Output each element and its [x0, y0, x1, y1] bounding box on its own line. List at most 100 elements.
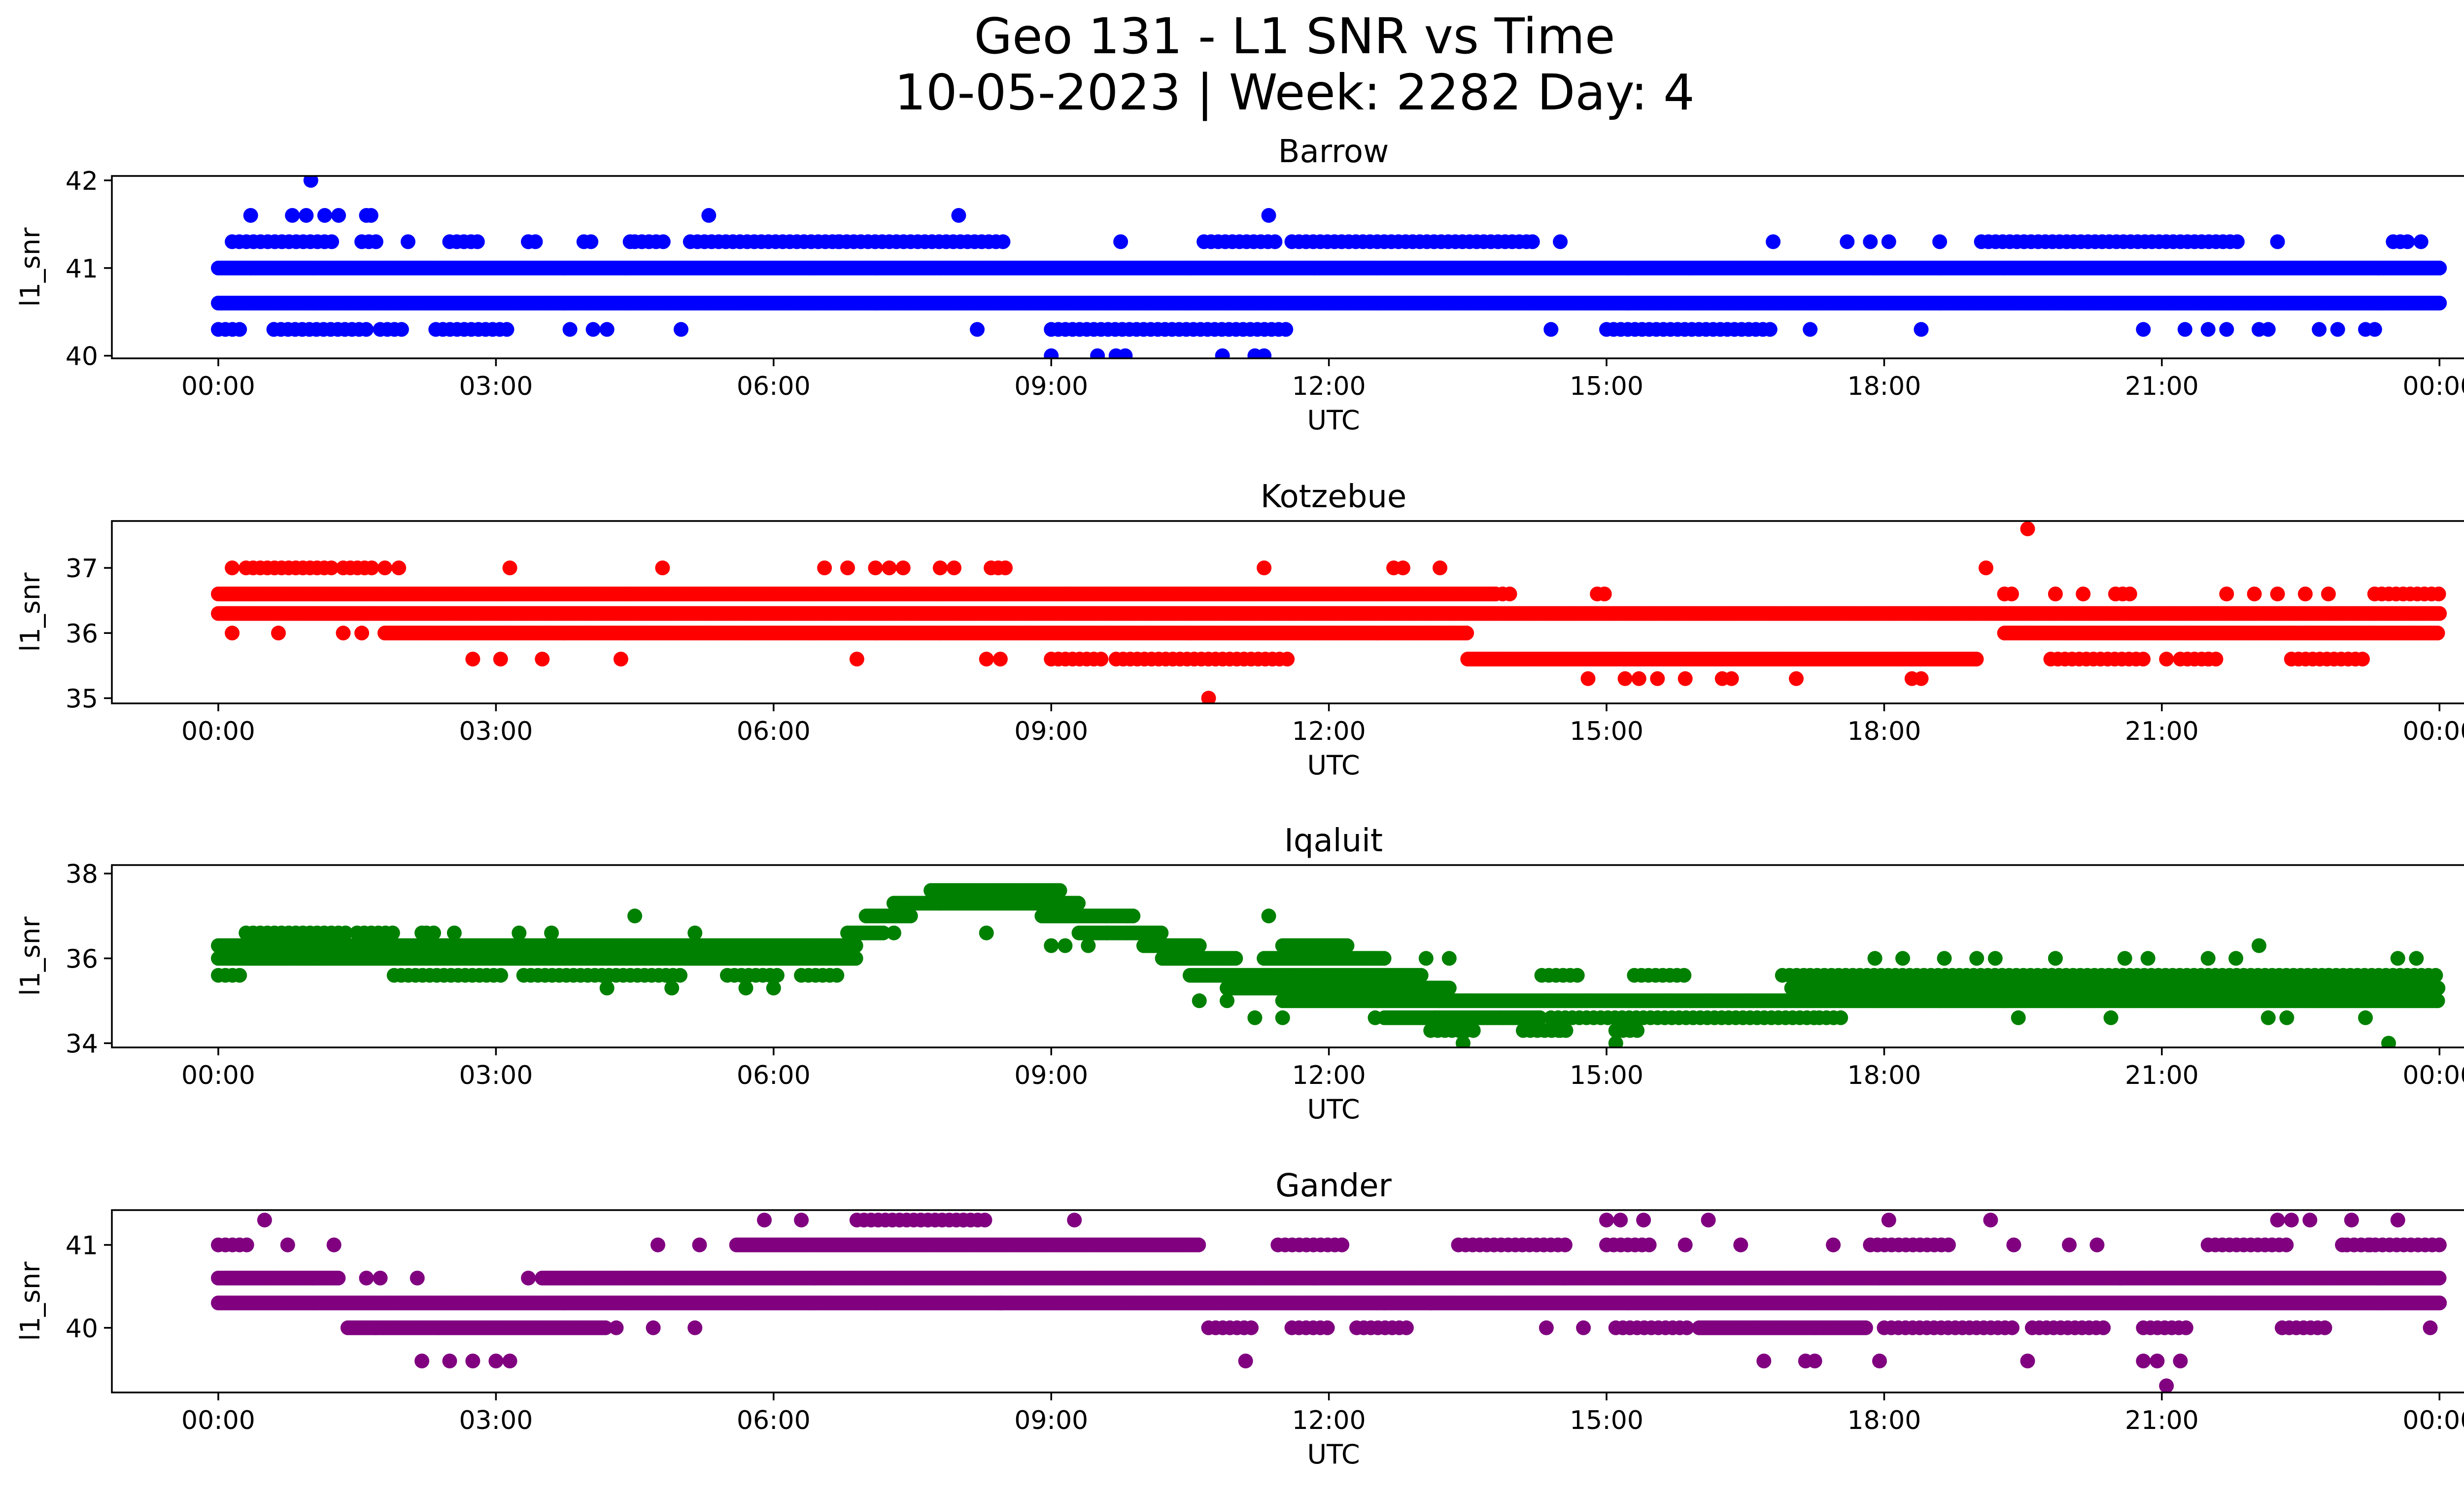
data-point [1113, 234, 1129, 249]
data-point [1261, 208, 1276, 223]
data-point [2432, 295, 2447, 311]
data-point [2270, 234, 2285, 249]
data-point [701, 208, 717, 223]
x-tick-label: 00:00 [181, 717, 255, 746]
data-point [232, 322, 247, 337]
axes-frame [111, 175, 2464, 359]
data-point [970, 322, 985, 337]
data-point [1789, 671, 1804, 686]
data-point [336, 626, 351, 641]
data-point [2330, 322, 2345, 337]
data-point [1280, 652, 1295, 667]
data-point [394, 322, 409, 337]
data-point [2200, 322, 2216, 337]
data-point [2136, 322, 2151, 337]
data-point [868, 560, 883, 576]
subplot-title: Kotzebue [1261, 479, 1407, 515]
data-point [882, 560, 897, 576]
data-point [1094, 652, 1109, 667]
y-tick-label: 41 [66, 254, 98, 284]
data-point [535, 652, 550, 667]
data-point [2270, 587, 2285, 601]
data-point [1395, 560, 1410, 576]
data-point [2020, 521, 2035, 536]
data-point [493, 652, 508, 667]
data-point [1118, 348, 1133, 358]
data-point [2321, 587, 2336, 601]
data-point [1553, 234, 1568, 249]
data-point [470, 234, 485, 249]
data-point [2355, 652, 2370, 667]
data-point [2312, 322, 2327, 337]
data-point [2177, 322, 2192, 337]
data-point [995, 234, 1011, 249]
data-point [1044, 348, 1059, 358]
x-tick-label: 00:00 [2402, 372, 2464, 401]
subplot-title: Barrow [1278, 134, 1389, 170]
data-point [932, 560, 948, 576]
data-point [840, 560, 855, 576]
data-point [2432, 260, 2447, 276]
data-point [655, 560, 670, 576]
data-point [363, 208, 378, 223]
data-point [2260, 322, 2276, 337]
data-point [465, 652, 480, 667]
data-point [2048, 587, 2063, 601]
x-tick-label: 12:00 [1292, 372, 1366, 401]
data-point [2200, 652, 2216, 667]
data-point [2219, 587, 2234, 601]
data-point [2297, 587, 2313, 601]
data-point [1650, 671, 1665, 686]
data-point [1267, 234, 1283, 249]
data-point [599, 322, 615, 337]
x-tick-label: 09:00 [1014, 372, 1088, 401]
data-point [895, 560, 911, 576]
data-point [1433, 560, 1447, 576]
data-point [1459, 626, 1474, 641]
data-point [2400, 234, 2415, 249]
data-point [271, 626, 286, 641]
data-point [655, 234, 671, 249]
data-point [1278, 322, 1294, 337]
data-point [359, 322, 374, 337]
data-point [583, 234, 599, 249]
data-point [1257, 560, 1272, 576]
data-point [1677, 671, 1693, 686]
data-point [266, 322, 281, 337]
data-point [2122, 587, 2137, 601]
data-point [401, 234, 415, 249]
data-point [2136, 652, 2151, 667]
data-point [992, 652, 1008, 667]
data-point [1617, 671, 1633, 686]
data-point [317, 208, 332, 223]
data-point [1969, 652, 1984, 667]
data-point [225, 626, 240, 641]
x-axis-label: UTC [1307, 405, 1360, 436]
y-tick-label: 40 [66, 342, 98, 372]
y-tick-label: 42 [66, 167, 98, 196]
data-point [391, 560, 407, 576]
data-point [1724, 671, 1739, 686]
data-point [1257, 348, 1272, 358]
data-point [1863, 234, 1878, 249]
x-tick-label: 00:00 [181, 372, 255, 401]
data-point [1631, 671, 1646, 686]
data-point [585, 322, 601, 337]
data-point [364, 560, 379, 576]
data-point [1215, 348, 1230, 358]
data-point [1914, 671, 1929, 686]
data-point [2430, 626, 2445, 641]
data-point [502, 560, 517, 576]
data-point [1580, 671, 1596, 686]
data-point [951, 208, 966, 223]
x-tick-label: 06:00 [737, 372, 811, 401]
x-tick-label: 06:00 [737, 717, 811, 746]
data-point [674, 322, 688, 337]
data-point [499, 322, 514, 337]
data-point [1979, 560, 1993, 576]
data-point [225, 560, 240, 576]
data-point [2432, 606, 2447, 621]
